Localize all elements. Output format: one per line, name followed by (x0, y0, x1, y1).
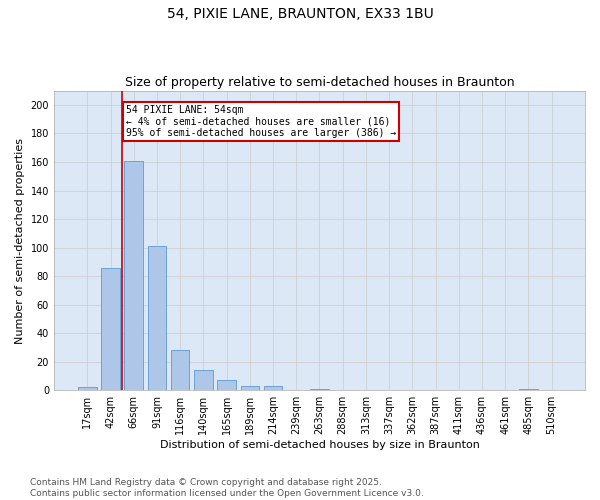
Bar (241, 386, 259, 390)
Bar (194, 370, 212, 390)
Bar (171, 350, 190, 391)
Text: Contains HM Land Registry data © Crown copyright and database right 2025.
Contai: Contains HM Land Registry data © Crown c… (30, 478, 424, 498)
Bar (101, 268, 120, 390)
Bar (519, 389, 538, 390)
Bar (310, 389, 329, 390)
Y-axis label: Number of semi-detached properties: Number of semi-detached properties (15, 138, 25, 344)
Bar (217, 380, 236, 390)
Bar (124, 160, 143, 390)
Bar (78, 388, 97, 390)
Text: 54 PIXIE LANE: 54sqm
← 4% of semi-detached houses are smaller (16)
95% of semi-d: 54 PIXIE LANE: 54sqm ← 4% of semi-detach… (125, 105, 396, 138)
Text: 54, PIXIE LANE, BRAUNTON, EX33 1BU: 54, PIXIE LANE, BRAUNTON, EX33 1BU (167, 8, 433, 22)
X-axis label: Distribution of semi-detached houses by size in Braunton: Distribution of semi-detached houses by … (160, 440, 479, 450)
Bar (148, 246, 166, 390)
Title: Size of property relative to semi-detached houses in Braunton: Size of property relative to semi-detach… (125, 76, 514, 90)
Bar (264, 386, 283, 390)
